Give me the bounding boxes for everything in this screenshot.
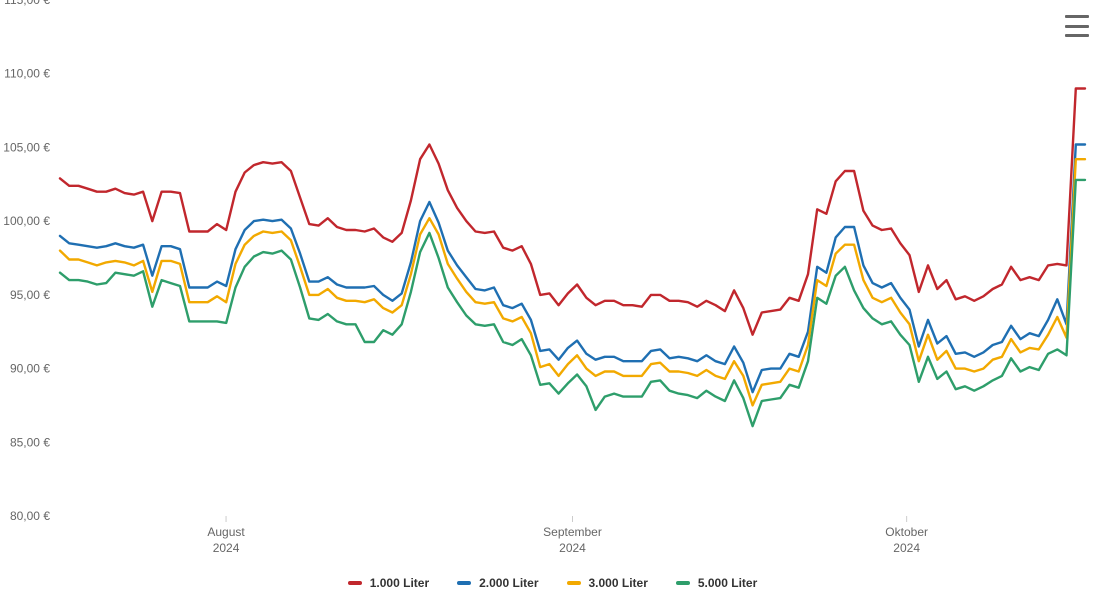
x-axis-tick-label-month: September xyxy=(543,525,602,539)
y-axis-tick-label: 105,00 € xyxy=(3,140,50,154)
chart-legend: 1.000 Liter 2.000 Liter 3.000 Liter 5.000 L… xyxy=(0,576,1105,590)
legend-swatch xyxy=(457,581,471,585)
y-axis-tick-label: 95,00 € xyxy=(10,288,50,302)
legend-label: 1.000 Liter xyxy=(370,576,429,590)
legend-label: 3.000 Liter xyxy=(589,576,648,590)
series-line xyxy=(60,145,1085,393)
x-axis-tick-label-year: 2024 xyxy=(893,541,920,555)
x-axis-tick-label-month: Oktober xyxy=(885,525,928,539)
legend-label: 5.000 Liter xyxy=(698,576,757,590)
chart-menu-icon[interactable] xyxy=(1065,12,1089,40)
chart-container: 80,00 € 85,00 € 90,00 € 95,00 € 100,00 € 105,… xyxy=(0,0,1105,602)
legend-swatch xyxy=(676,581,690,585)
legend-item[interactable]: 2.000 Liter xyxy=(457,576,538,590)
legend-label: 2.000 Liter xyxy=(479,576,538,590)
y-axis-tick-label: 80,00 € xyxy=(10,509,50,523)
x-axis-tick-label-year: 2024 xyxy=(559,541,586,555)
y-axis-tick-label: 110,00 € xyxy=(4,67,50,81)
y-axis-tick-label: 85,00 € xyxy=(10,435,50,449)
series-line xyxy=(60,180,1085,426)
y-axis-tick-label: 100,00 € xyxy=(3,214,50,228)
x-axis-tick-label-year: 2024 xyxy=(213,541,240,555)
y-axis-tick-label: 90,00 € xyxy=(10,362,50,376)
legend-item[interactable]: 3.000 Liter xyxy=(567,576,648,590)
y-axis-tick-label: 115,00 € xyxy=(4,0,50,7)
legend-item[interactable]: 1.000 Liter xyxy=(348,576,429,590)
line-chart: 80,00 € 85,00 € 90,00 € 95,00 € 100,00 € 105,… xyxy=(0,0,1105,602)
legend-item[interactable]: 5.000 Liter xyxy=(676,576,757,590)
legend-swatch xyxy=(348,581,362,585)
legend-swatch xyxy=(567,581,581,585)
x-axis-tick-label-month: August xyxy=(207,525,245,539)
